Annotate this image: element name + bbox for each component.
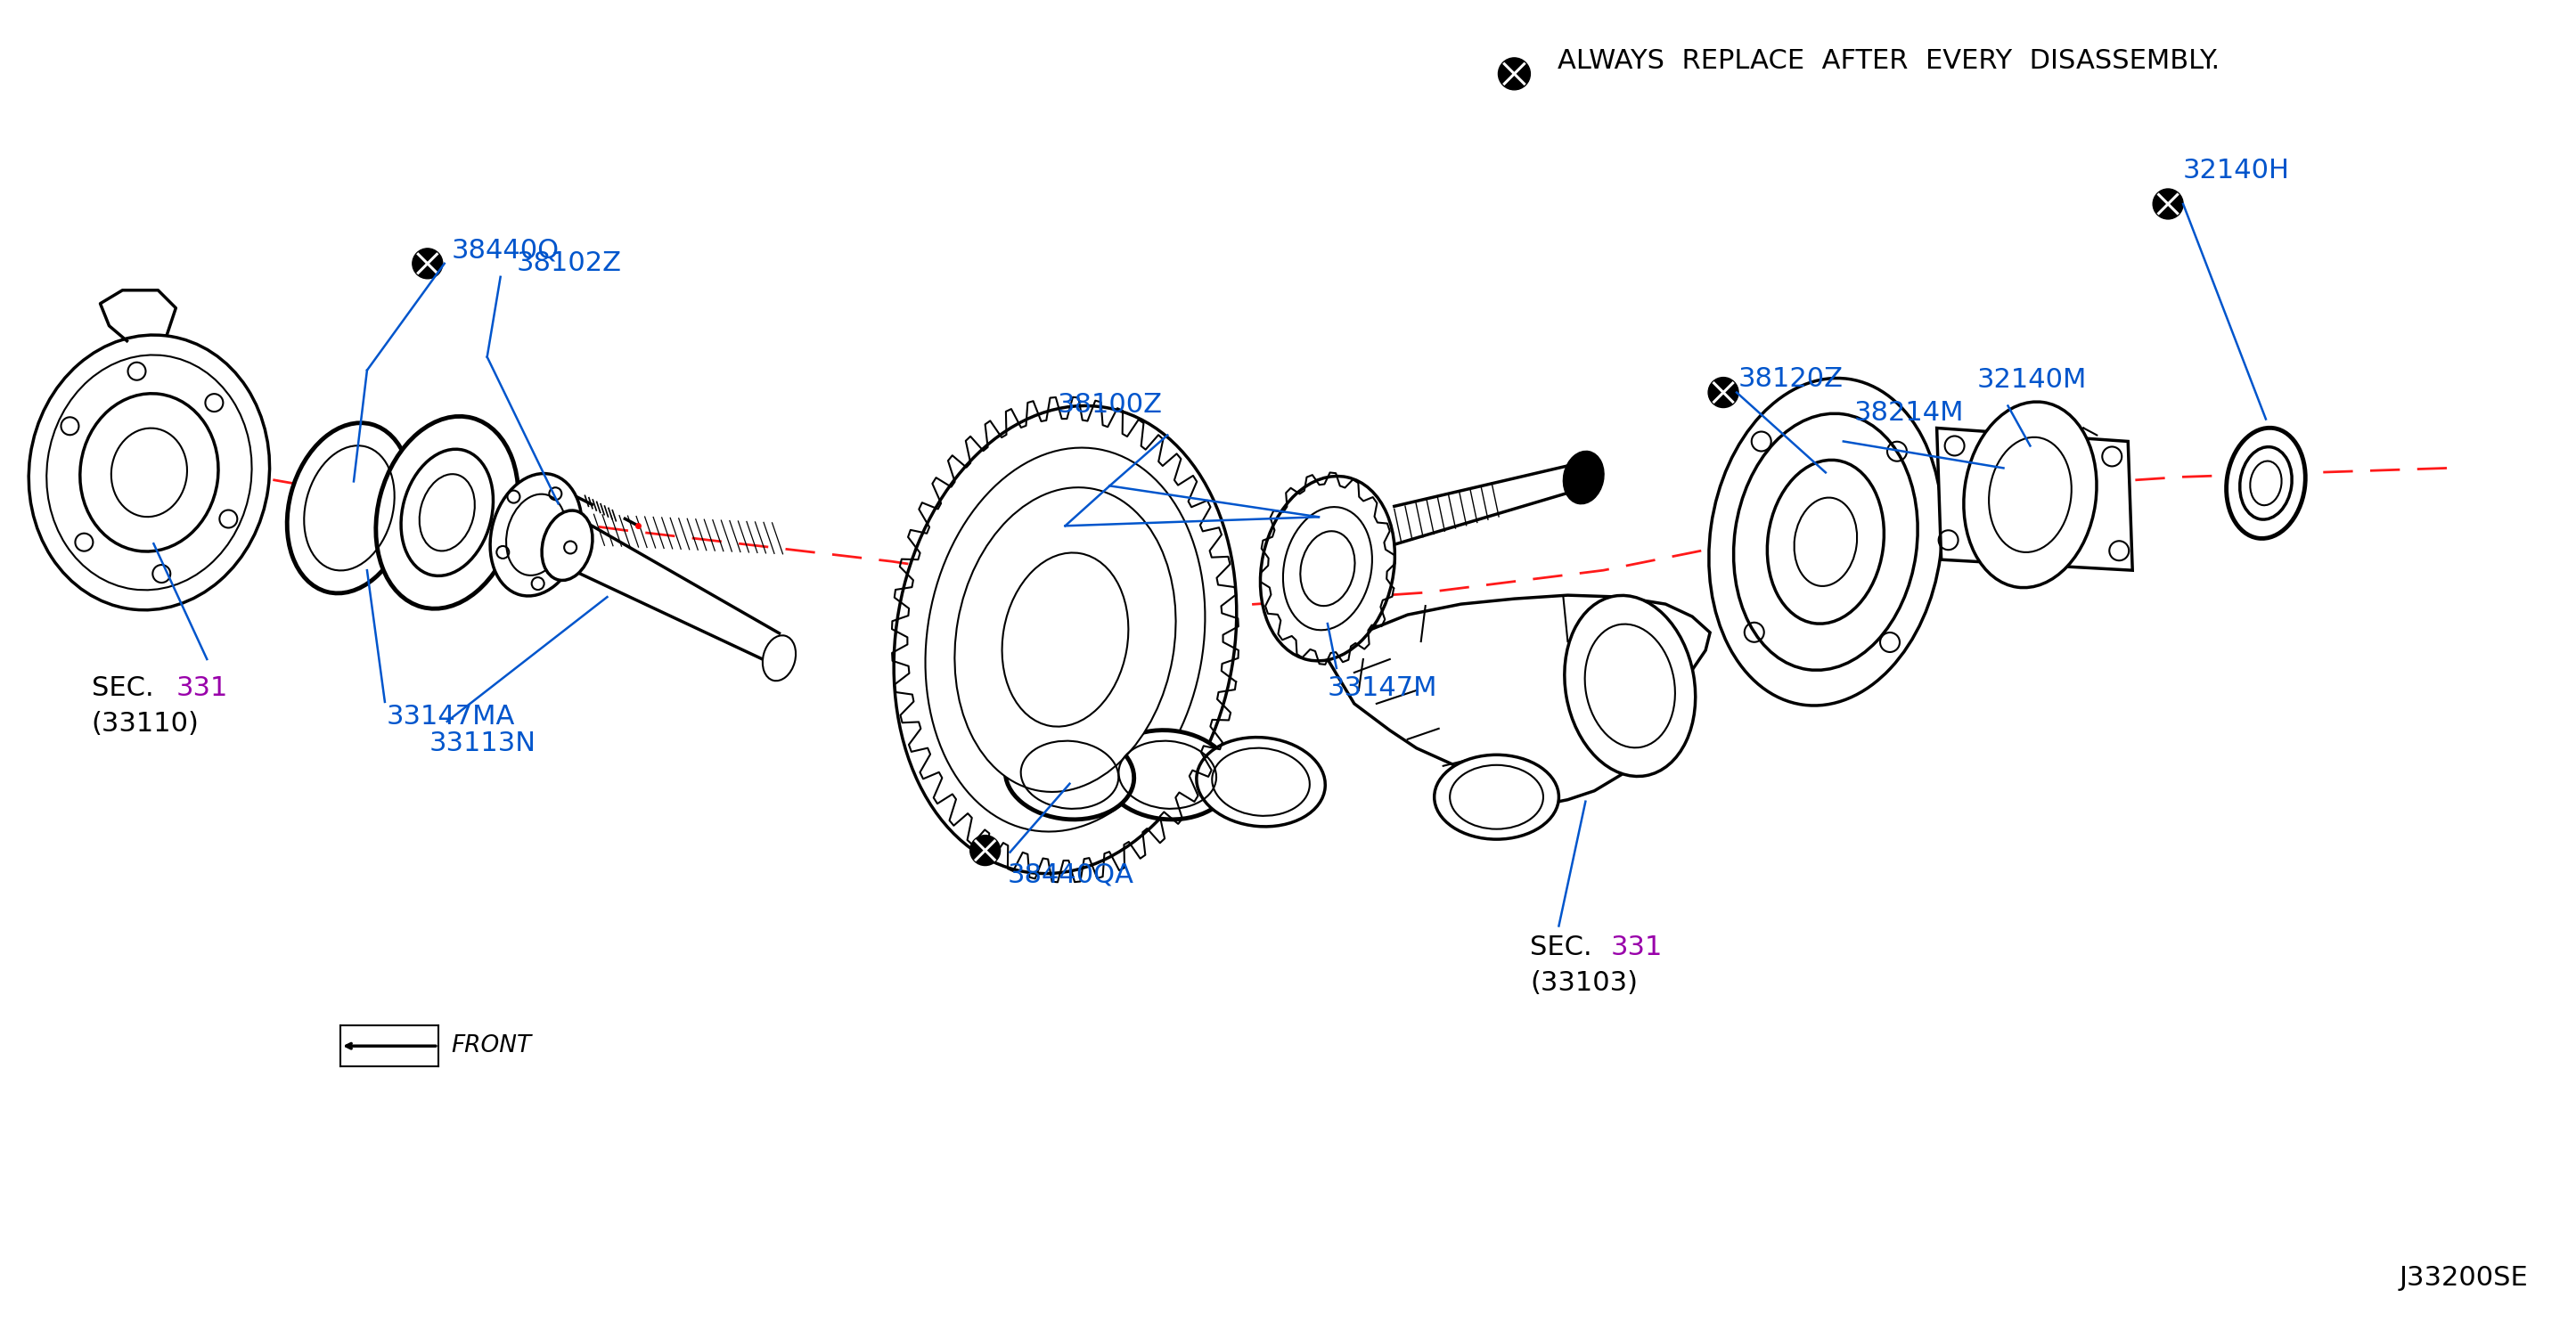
Circle shape <box>971 836 999 866</box>
Text: (33103): (33103) <box>1530 970 1638 997</box>
Text: 38102Z: 38102Z <box>515 251 621 276</box>
Ellipse shape <box>1301 531 1355 605</box>
Text: 38100Z: 38100Z <box>1056 391 1162 418</box>
Ellipse shape <box>2226 428 2306 538</box>
Text: 331: 331 <box>175 676 227 701</box>
Circle shape <box>1499 58 1530 90</box>
Text: 331: 331 <box>1610 935 1662 961</box>
Text: (33110): (33110) <box>90 711 198 736</box>
Ellipse shape <box>1564 595 1695 776</box>
Text: FRONT: FRONT <box>451 1034 531 1058</box>
Text: 38440Q: 38440Q <box>451 237 559 263</box>
Circle shape <box>2154 189 2182 219</box>
Ellipse shape <box>1963 402 2097 588</box>
Text: 38214M: 38214M <box>1855 401 1963 426</box>
Ellipse shape <box>286 423 412 594</box>
Ellipse shape <box>1195 738 1324 826</box>
Text: SEC.: SEC. <box>90 676 155 701</box>
Ellipse shape <box>1283 506 1373 631</box>
Text: 33113N: 33113N <box>430 730 536 756</box>
Ellipse shape <box>1260 476 1394 661</box>
Ellipse shape <box>1708 378 1942 706</box>
Ellipse shape <box>956 488 1175 792</box>
Ellipse shape <box>1435 755 1558 839</box>
Text: 33147MA: 33147MA <box>386 703 515 730</box>
Text: 38440QA: 38440QA <box>1007 862 1133 888</box>
Polygon shape <box>1937 428 2133 570</box>
Text: 33147M: 33147M <box>1327 676 1437 701</box>
Text: ALWAYS  REPLACE  AFTER  EVERY  DISASSEMBLY.: ALWAYS REPLACE AFTER EVERY DISASSEMBLY. <box>1558 48 2221 74</box>
Text: SEC.: SEC. <box>1530 935 1592 961</box>
Circle shape <box>412 249 443 279</box>
Ellipse shape <box>376 416 518 608</box>
Text: 38120Z: 38120Z <box>1739 366 1844 393</box>
Ellipse shape <box>925 448 1206 832</box>
Ellipse shape <box>894 406 1236 874</box>
Ellipse shape <box>28 334 270 609</box>
Ellipse shape <box>762 636 796 681</box>
Ellipse shape <box>541 510 592 580</box>
Circle shape <box>1708 377 1739 407</box>
Ellipse shape <box>1564 451 1605 504</box>
Ellipse shape <box>1103 730 1231 820</box>
Ellipse shape <box>489 473 582 596</box>
Text: J33200SE: J33200SE <box>2398 1265 2527 1290</box>
Ellipse shape <box>1005 730 1133 820</box>
Text: 32140M: 32140M <box>1976 366 2087 393</box>
Text: 32140H: 32140H <box>2182 157 2290 184</box>
Polygon shape <box>1327 595 1710 804</box>
